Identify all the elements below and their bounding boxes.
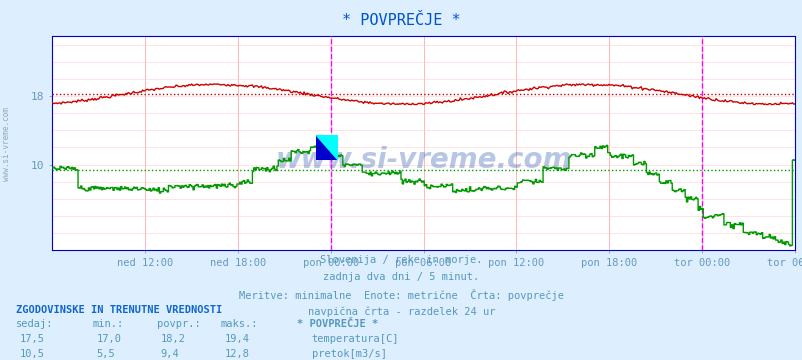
Text: Slovenija / reke in morje.: Slovenija / reke in morje.	[320, 255, 482, 265]
Text: min.:: min.:	[92, 319, 124, 329]
Text: navpična črta - razdelek 24 ur: navpična črta - razdelek 24 ur	[307, 307, 495, 317]
Text: temperatura[C]: temperatura[C]	[311, 334, 399, 344]
Text: * POVPREČJE *: * POVPREČJE *	[297, 319, 378, 329]
Text: zadnja dva dni / 5 minut.: zadnja dva dni / 5 minut.	[323, 272, 479, 282]
Text: 17,0: 17,0	[96, 334, 121, 344]
Text: 12,8: 12,8	[225, 349, 249, 359]
Text: * POVPREČJE *: * POVPREČJE *	[342, 13, 460, 28]
Text: 18,2: 18,2	[160, 334, 185, 344]
Text: 19,4: 19,4	[225, 334, 249, 344]
Text: www.si-vreme.com: www.si-vreme.com	[2, 107, 11, 181]
Text: ZGODOVINSKE IN TRENUTNE VREDNOSTI: ZGODOVINSKE IN TRENUTNE VREDNOSTI	[16, 305, 222, 315]
Text: sedaj:: sedaj:	[16, 319, 54, 329]
Text: povpr.:: povpr.:	[156, 319, 200, 329]
Text: www.si-vreme.com: www.si-vreme.com	[275, 146, 571, 174]
Text: 9,4: 9,4	[160, 349, 179, 359]
Text: 5,5: 5,5	[96, 349, 115, 359]
Text: pretok[m3/s]: pretok[m3/s]	[311, 349, 386, 359]
Text: 10,5: 10,5	[20, 349, 45, 359]
Text: maks.:: maks.:	[221, 319, 258, 329]
Polygon shape	[315, 135, 338, 160]
Text: 17,5: 17,5	[20, 334, 45, 344]
Polygon shape	[315, 135, 338, 160]
Text: Meritve: minimalne  Enote: metrične  Črta: povprečje: Meritve: minimalne Enote: metrične Črta:…	[239, 289, 563, 301]
